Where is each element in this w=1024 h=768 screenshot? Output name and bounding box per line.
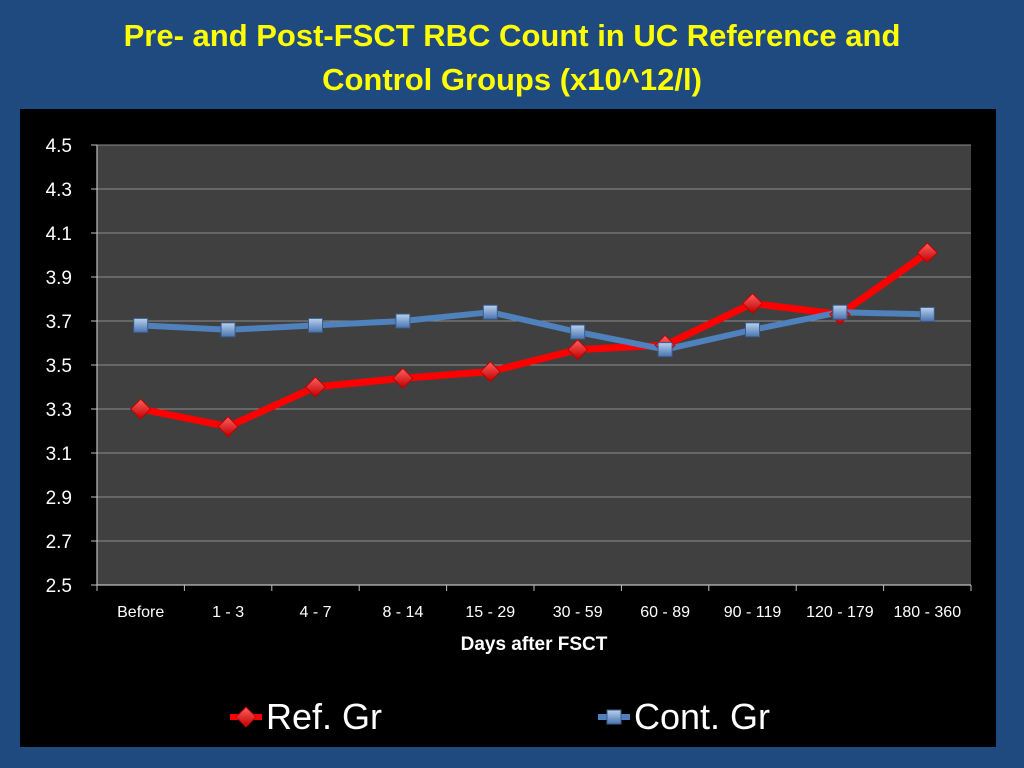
y-tick-label: 2.7	[46, 532, 72, 553]
y-tick-label: 4.5	[46, 136, 72, 157]
data-point-cont-gr	[220, 322, 236, 338]
data-point-ref-gr	[916, 242, 938, 264]
data-point-cont-gr	[919, 306, 935, 322]
y-tick-label: 3.1	[46, 444, 72, 465]
y-tick-label: 3.3	[46, 400, 72, 421]
y-tick-label: 3.5	[46, 356, 72, 377]
data-point-ref-gr	[304, 376, 327, 398]
legend-ref-gr-label: Ref. Gr	[266, 696, 383, 737]
line-chart: 2.5 2.7 2.9 3.1 3.3 3.5 3.7 3.9 4.1 4.3 4.5 Before 1…	[46, 136, 972, 655]
title-line-1: Pre- and Post-FSCT RBC Count in UC Refer…	[123, 18, 901, 53]
data-point-cont-gr	[657, 342, 673, 358]
legend-cont-gr: Cont. Gr	[596, 695, 770, 739]
y-tick-label: 3.7	[46, 312, 72, 333]
series-line-cont-gr	[137, 309, 931, 353]
legend-ref-gr: Ref. Gr	[228, 695, 382, 739]
x-axis-title: Days after FSCT	[461, 634, 608, 655]
x-tick-label: 60 - 89	[640, 604, 690, 621]
data-point-cont-gr	[308, 317, 323, 333]
data-point-ref-gr	[392, 367, 414, 389]
data-point-ref-gr	[567, 338, 589, 361]
legend-ref-gr-icon	[230, 706, 262, 728]
data-point-cont-gr	[482, 304, 498, 320]
data-point-ref-gr	[741, 292, 764, 315]
data-point-ref-gr	[479, 360, 501, 383]
y-tick-label: 2.9	[46, 488, 72, 509]
data-point-cont-gr	[832, 304, 848, 320]
x-tick-label: 4 - 7	[299, 604, 331, 621]
data-point-cont-gr	[395, 313, 411, 329]
x-tick-label: Before	[117, 604, 164, 621]
x-tick-label: 120 - 179	[806, 604, 874, 621]
title-line-2: Control Groups (x10^12/l)	[322, 62, 702, 97]
data-point-ref-gr	[217, 415, 239, 438]
y-tick-label: 2.5	[46, 576, 72, 597]
chart-panel: 2.5 2.7 2.9 3.1 3.3 3.5 3.7 3.9 4.1 4.3 4.5 Before 1…	[20, 109, 996, 747]
x-tick-label: 90 - 119	[724, 604, 782, 621]
legend-cont-gr-label: Cont. Gr	[634, 696, 771, 737]
x-tick-label: 30 - 59	[553, 604, 603, 621]
x-tick-label: 15 - 29	[465, 604, 515, 621]
legend-cont-gr-icon	[598, 709, 630, 725]
y-tick-label: 3.9	[46, 268, 72, 289]
data-point-cont-gr	[570, 324, 586, 340]
data-point-cont-gr	[745, 322, 760, 338]
slide-title: Pre- and Post-FSCT RBC Count in UC Refer…	[40, 14, 984, 102]
data-point-ref-gr	[130, 398, 152, 420]
data-point-cont-gr	[133, 317, 149, 333]
x-tick-label: 180 - 360	[893, 604, 961, 621]
series-line-ref-gr	[137, 249, 931, 431]
x-tick-label: 1 - 3	[212, 604, 244, 621]
y-tick-label: 4.1	[46, 224, 72, 245]
y-tick-label: 4.3	[46, 180, 72, 201]
x-tick-label: 8 - 14	[382, 604, 423, 621]
